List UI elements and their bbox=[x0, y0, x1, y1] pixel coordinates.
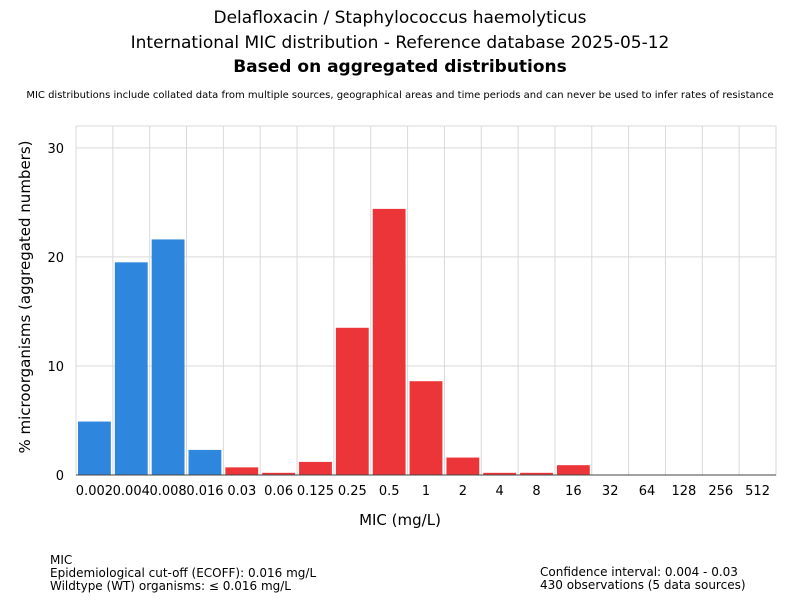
bar-0.25 bbox=[335, 327, 369, 475]
grid-layer bbox=[75, 125, 777, 476]
y-tick-label: 30 bbox=[47, 142, 64, 157]
chart-title-line-1: Delafloxacin / Staphylococcus haemolytic… bbox=[213, 8, 587, 28]
axis-layer: 0 10 20 30 0.002 0.004 0.008 0.016 0.03 0.06 0.125… bbox=[47, 142, 776, 499]
x-tick-label: 0.125 bbox=[297, 484, 334, 499]
x-tick-label: 0.03 bbox=[227, 484, 256, 499]
chart-title-line-3: Based on aggregated distributions bbox=[233, 57, 567, 77]
bar-16 bbox=[556, 465, 590, 475]
footer-observations: 430 observations (5 data sources) bbox=[540, 578, 746, 592]
y-tick-label: 0 bbox=[56, 469, 64, 484]
x-tick-label: 32 bbox=[602, 484, 619, 499]
chart-title-line-2: International MIC distribution - Referen… bbox=[130, 33, 670, 53]
bar-8 bbox=[520, 472, 553, 475]
footer-ecoff: Epidemiological cut-off (ECOFF): 0.016 m… bbox=[50, 566, 317, 580]
bar-0.5 bbox=[372, 208, 406, 475]
y-tick-label: 10 bbox=[47, 360, 64, 375]
bar-layer bbox=[78, 208, 590, 475]
x-tick-label: 0.016 bbox=[186, 484, 223, 499]
x-tick-label: 8 bbox=[532, 484, 540, 499]
bar-0.125 bbox=[299, 461, 332, 475]
bar-0.002 bbox=[78, 421, 111, 475]
x-tick-label: 4 bbox=[496, 484, 504, 499]
x-tick-label: 0.06 bbox=[264, 484, 293, 499]
bar-1 bbox=[409, 381, 443, 475]
footer-mic-label: MIC bbox=[50, 553, 73, 567]
bar-0.008 bbox=[151, 239, 185, 475]
footer-right: Confidence interval: 0.004 - 0.03 430 ob… bbox=[540, 566, 746, 592]
x-tick-label: 64 bbox=[639, 484, 656, 499]
chart-subtitle: MIC distributions include collated data … bbox=[26, 90, 774, 101]
bar-0.06 bbox=[262, 472, 296, 475]
footer-left: MIC Epidemiological cut-off (ECOFF): 0.0… bbox=[50, 554, 316, 593]
bar-0.004 bbox=[114, 262, 148, 475]
x-tick-label: 1 bbox=[422, 484, 430, 499]
x-axis-title: MIC (mg/L) bbox=[359, 511, 441, 529]
y-axis-title: % microorganisms (aggregated numbers) bbox=[16, 140, 34, 453]
bar-4 bbox=[483, 472, 517, 475]
bar-0.016 bbox=[188, 449, 222, 475]
footer-wildtype: Wildtype (WT) organisms: ≤ 0.016 mg/L bbox=[50, 579, 291, 593]
x-tick-label: 512 bbox=[745, 484, 770, 499]
footer-confidence-interval: Confidence interval: 0.004 - 0.03 bbox=[540, 565, 738, 579]
x-tick-label: 0.25 bbox=[338, 484, 367, 499]
x-tick-label: 16 bbox=[565, 484, 582, 499]
bar-2 bbox=[446, 457, 480, 475]
y-tick-label: 20 bbox=[47, 251, 64, 266]
x-tick-label: 2 bbox=[459, 484, 467, 499]
x-tick-label: 0.002 bbox=[76, 484, 113, 499]
x-tick-label: 0.5 bbox=[379, 484, 400, 499]
x-tick-label: 128 bbox=[671, 484, 696, 499]
x-tick-label: 0.008 bbox=[149, 484, 186, 499]
x-tick-label: 256 bbox=[708, 484, 733, 499]
x-tick-label: 0.004 bbox=[113, 484, 150, 499]
bar-0.03 bbox=[225, 467, 259, 475]
